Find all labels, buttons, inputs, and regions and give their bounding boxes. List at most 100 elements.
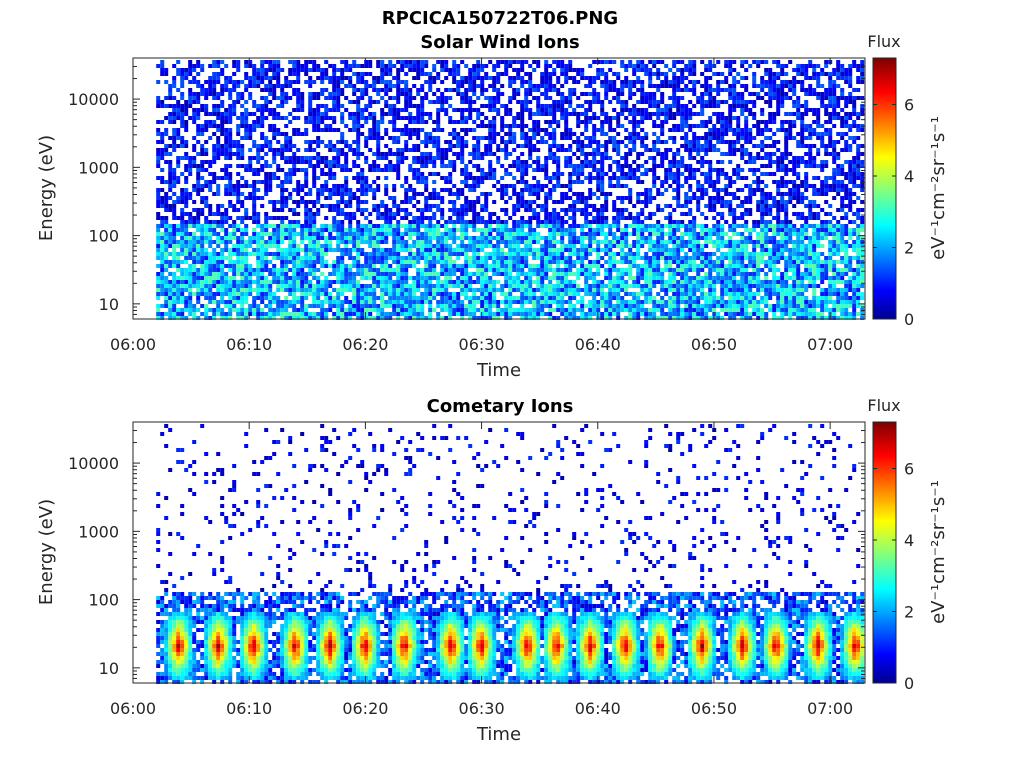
- heatmap-cell: [268, 268, 273, 272]
- heatmap-cell: [416, 232, 421, 236]
- heatmap-cell: [428, 260, 433, 264]
- heatmap-cell: [308, 264, 313, 268]
- heatmap-cell: [584, 304, 589, 308]
- heatmap-cell: [300, 292, 305, 296]
- heatmap-cell: [172, 252, 177, 256]
- heatmap-cell: [496, 228, 501, 232]
- heatmap-cell: [356, 272, 361, 276]
- heatmap-cell: [512, 260, 517, 264]
- heatmap-cell: [356, 72, 361, 76]
- heatmap-cell: [288, 60, 293, 64]
- heatmap-cell: [248, 216, 253, 220]
- heatmap-cell: [236, 236, 241, 240]
- heatmap-cell: [460, 128, 465, 132]
- heatmap-cell: [592, 272, 597, 276]
- heatmap-cell: [352, 160, 357, 164]
- heatmap-cell: [448, 308, 453, 312]
- heatmap-cell: [320, 236, 325, 240]
- heatmap-cell: [324, 172, 329, 176]
- heatmap-cell: [192, 276, 197, 280]
- heatmap-cell: [204, 268, 209, 272]
- heatmap-cell: [288, 96, 293, 100]
- heatmap-cell: [264, 108, 269, 112]
- heatmap-cell: [496, 132, 501, 136]
- heatmap-cell: [500, 208, 505, 212]
- heatmap-cell: [356, 136, 361, 140]
- heatmap-cell: [212, 92, 217, 96]
- heatmap-cell: [544, 272, 549, 276]
- heatmap-cell: [372, 128, 377, 132]
- heatmap-cell: [404, 208, 409, 212]
- heatmap-cell: [476, 200, 481, 204]
- heatmap-cell: [352, 240, 357, 244]
- heatmap-cell: [448, 228, 453, 232]
- heatmap-cell: [280, 260, 285, 264]
- heatmap-cell: [272, 316, 277, 320]
- heatmap-cell: [376, 76, 381, 80]
- heatmap-cell: [576, 240, 581, 244]
- heatmap-cell: [376, 92, 381, 96]
- heatmap-cell: [184, 252, 189, 256]
- heatmap-cell: [216, 112, 221, 116]
- heatmap-cell: [260, 256, 265, 260]
- heatmap-cell: [208, 260, 213, 264]
- heatmap-cell: [496, 252, 501, 256]
- heatmap-cell: [264, 244, 269, 248]
- heatmap-cell: [396, 140, 401, 144]
- heatmap-cell: [264, 228, 269, 232]
- heatmap-cell: [512, 312, 517, 316]
- heatmap-cell: [220, 284, 225, 288]
- heatmap-cell: [256, 144, 261, 148]
- heatmap-cell: [320, 120, 325, 124]
- heatmap-cell: [496, 60, 501, 64]
- heatmap-cell: [412, 224, 417, 228]
- heatmap-cell: [440, 284, 445, 288]
- heatmap-cell: [424, 136, 429, 140]
- heatmap-cell: [580, 164, 585, 168]
- heatmap-cell: [380, 212, 385, 216]
- heatmap-cell: [348, 252, 353, 256]
- heatmap-cell: [212, 192, 217, 196]
- heatmap-cell: [232, 244, 237, 248]
- heatmap-cell: [432, 188, 437, 192]
- heatmap-cell: [244, 132, 249, 136]
- heatmap-cell: [544, 208, 549, 212]
- heatmap-cell: [352, 100, 357, 104]
- heatmap-cell: [404, 132, 409, 136]
- heatmap-cell: [184, 212, 189, 216]
- heatmap-cell: [240, 288, 245, 292]
- heatmap-cell: [472, 88, 477, 92]
- heatmap-cell: [252, 84, 257, 88]
- heatmap-cell: [208, 232, 213, 236]
- heatmap-cell: [600, 104, 605, 108]
- heatmap-cell: [308, 232, 313, 236]
- heatmap-cell: [548, 284, 553, 288]
- heatmap-cell: [244, 180, 249, 184]
- heatmap-cell: [544, 140, 549, 144]
- heatmap-cell: [352, 280, 357, 284]
- heatmap-cell: [476, 76, 481, 80]
- heatmap-cell: [528, 88, 533, 92]
- heatmap-cell: [292, 284, 297, 288]
- heatmap-cell: [444, 236, 449, 240]
- heatmap-cell: [236, 228, 241, 232]
- heatmap-cell: [572, 240, 577, 244]
- heatmap-cell: [192, 96, 197, 100]
- heatmap-cell: [364, 292, 369, 296]
- heatmap-cell: [324, 316, 329, 320]
- heatmap-cell: [316, 300, 321, 304]
- heatmap-cell: [256, 292, 261, 296]
- heatmap-cell: [472, 136, 477, 140]
- heatmap-cell: [340, 196, 345, 200]
- heatmap-cell: [404, 248, 409, 252]
- heatmap-cell: [380, 308, 385, 312]
- heatmap-cell: [436, 136, 441, 140]
- heatmap-cell: [296, 104, 301, 108]
- heatmap-cell: [528, 144, 533, 148]
- heatmap-cell: [212, 160, 217, 164]
- heatmap-cell: [160, 136, 165, 140]
- heatmap-cell: [448, 116, 453, 120]
- heatmap-cell: [544, 80, 549, 84]
- heatmap-cell: [512, 76, 517, 80]
- heatmap-cell: [592, 260, 597, 264]
